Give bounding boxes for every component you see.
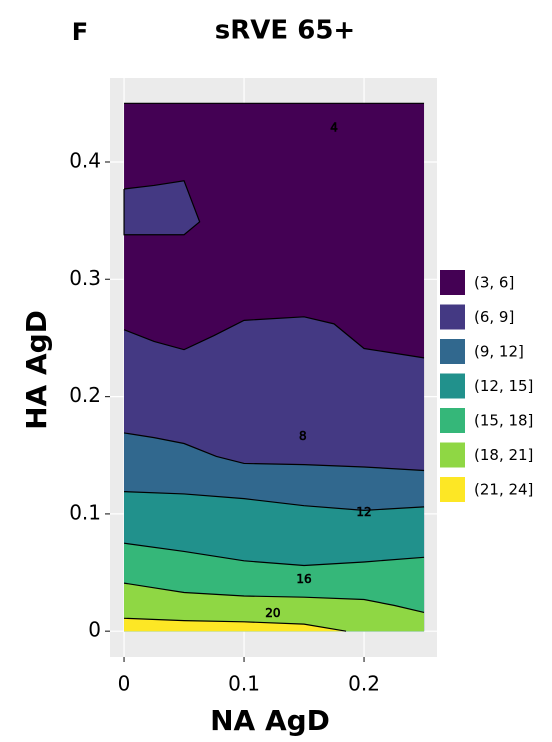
legend-label: (6, 9] bbox=[474, 308, 514, 326]
legend-swatch bbox=[440, 373, 465, 399]
contour-line bbox=[124, 617, 347, 632]
contour-line bbox=[123, 180, 201, 236]
legend-label: (9, 12] bbox=[474, 343, 524, 361]
y-tick-label: 0.2 bbox=[69, 383, 101, 407]
x-tick-label: 0.1 bbox=[228, 672, 260, 696]
y-axis-title: HA AgD bbox=[20, 310, 53, 430]
contour-label: 16 bbox=[296, 572, 311, 586]
legend-swatch bbox=[440, 408, 465, 433]
legend-swatch bbox=[440, 304, 465, 330]
y-tick-label: 0.1 bbox=[69, 500, 101, 524]
contour-label: 12 bbox=[356, 505, 371, 519]
legend-swatch bbox=[440, 477, 465, 502]
contour-band bbox=[124, 618, 347, 632]
x-tick-label: 0 bbox=[118, 672, 131, 696]
legend-swatch bbox=[440, 270, 465, 295]
legend-label: (21, 24] bbox=[474, 481, 533, 499]
y-tick-label: 0.4 bbox=[69, 148, 101, 172]
contour-line bbox=[123, 542, 425, 567]
legend-label: (3, 6] bbox=[474, 274, 514, 292]
contour-label: 4 bbox=[330, 120, 338, 134]
panel-label: F bbox=[72, 18, 88, 46]
legend-label: (12, 15] bbox=[474, 377, 533, 395]
y-tick-label: 0 bbox=[88, 618, 101, 642]
y-tick-label: 0.3 bbox=[69, 266, 101, 290]
contour-label: 8 bbox=[299, 429, 307, 443]
contour-band bbox=[124, 180, 200, 235]
contour-line bbox=[123, 316, 425, 359]
legend-swatch bbox=[440, 442, 465, 468]
legend-swatch bbox=[440, 339, 465, 364]
contour-band bbox=[124, 583, 425, 632]
x-tick-label: 0.2 bbox=[348, 672, 380, 696]
contour-line bbox=[124, 491, 425, 511]
x-axis-title: NA AgD bbox=[210, 704, 330, 737]
contour-label: 20 bbox=[265, 606, 280, 620]
chart-title: sRVE 65+ bbox=[215, 16, 355, 46]
legend-label: (15, 18] bbox=[474, 412, 533, 430]
legend-label: (18, 21] bbox=[474, 446, 533, 464]
contour-line bbox=[123, 582, 425, 614]
contour-line bbox=[123, 432, 425, 472]
